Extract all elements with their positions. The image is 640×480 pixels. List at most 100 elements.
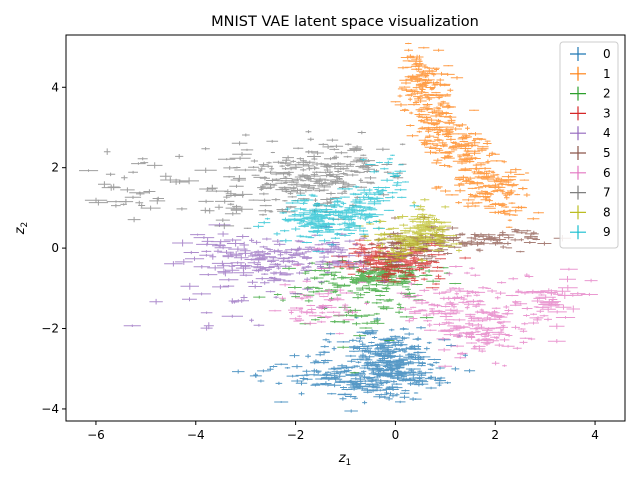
data-point: [394, 347, 399, 350]
data-point: [434, 379, 446, 382]
data-point: [406, 134, 419, 138]
data-point: [507, 219, 512, 222]
data-point: [379, 279, 389, 284]
data-point: [304, 246, 316, 249]
data-point: [307, 262, 312, 265]
data-point: [319, 311, 326, 314]
data-point: [275, 182, 288, 185]
data-point: [341, 171, 347, 175]
data-point: [444, 319, 455, 321]
data-point: [304, 176, 312, 181]
data-point: [407, 267, 413, 272]
data-point: [135, 200, 144, 205]
data-point: [418, 309, 427, 311]
data-point: [339, 320, 350, 324]
data-point: [385, 265, 398, 270]
data-point: [316, 216, 328, 218]
data-point: [242, 133, 250, 137]
data-point: [279, 164, 285, 168]
data-point: [274, 363, 288, 366]
data-point: [504, 170, 517, 175]
data-point: [584, 278, 598, 283]
data-point: [429, 310, 443, 312]
data-point: [339, 196, 350, 198]
data-point: [326, 374, 338, 377]
data-point: [509, 304, 522, 307]
data-point: [404, 263, 413, 265]
data-point: [514, 230, 519, 232]
data-point: [289, 353, 300, 358]
data-point: [303, 294, 315, 296]
data-point: [250, 265, 264, 268]
data-point: [308, 216, 319, 221]
data-point: [213, 249, 223, 254]
data-point: [409, 397, 417, 401]
data-point: [387, 227, 399, 230]
data-point: [416, 62, 424, 65]
data-point: [180, 282, 199, 290]
data-point: [493, 316, 508, 318]
data-point: [450, 344, 464, 348]
data-point: [416, 204, 425, 209]
legend-label: 4: [603, 126, 611, 140]
data-point: [505, 226, 513, 228]
data-point: [296, 161, 302, 164]
data-point: [343, 229, 357, 231]
data-point: [523, 229, 532, 232]
data-point: [347, 290, 353, 292]
data-point: [389, 335, 401, 338]
data-point: [446, 343, 456, 348]
data-point: [440, 95, 451, 97]
data-point: [503, 206, 509, 208]
data-point: [302, 279, 311, 283]
data-point: [433, 130, 441, 135]
data-point: [373, 312, 380, 315]
data-point: [495, 291, 506, 296]
data-point: [232, 369, 245, 374]
data-point: [199, 273, 218, 276]
data-point: [479, 185, 492, 188]
data-point: [111, 203, 121, 208]
data-point: [137, 157, 148, 161]
data-point: [423, 91, 429, 94]
data-point: [407, 381, 414, 386]
data-point: [314, 243, 324, 246]
data-point: [417, 364, 426, 367]
data-point: [350, 170, 359, 173]
data-point: [326, 306, 337, 309]
data-point: [446, 311, 461, 315]
data-point: [232, 175, 246, 182]
legend-label: 2: [603, 87, 611, 101]
data-point: [344, 239, 356, 243]
data-point: [273, 231, 281, 236]
data-point: [455, 201, 462, 205]
data-point: [359, 342, 366, 347]
data-point: [417, 116, 431, 118]
data-point: [271, 172, 282, 176]
data-point: [439, 163, 451, 167]
data-point: [436, 234, 451, 237]
x-axis-label-sub: 1: [346, 458, 352, 468]
data-point: [321, 231, 335, 233]
data-point: [289, 255, 301, 257]
data-point: [307, 307, 316, 312]
data-point: [413, 392, 419, 394]
y-axis: −4 −2 0 2 4: [41, 80, 66, 416]
data-point: [483, 205, 494, 207]
data-point: [354, 238, 365, 242]
data-point: [408, 218, 422, 221]
data-point: [342, 189, 348, 194]
data-point: [435, 381, 444, 385]
data-point: [259, 176, 270, 181]
data-point: [548, 297, 558, 302]
data-point: [84, 197, 108, 203]
data-point: [390, 101, 401, 103]
data-point: [452, 295, 463, 299]
data-point: [253, 295, 266, 299]
data-point: [371, 288, 380, 293]
data-point: [484, 207, 496, 209]
data-point: [464, 302, 474, 307]
data-point: [505, 213, 515, 217]
data-point: [379, 382, 384, 385]
data-point: [101, 184, 121, 191]
